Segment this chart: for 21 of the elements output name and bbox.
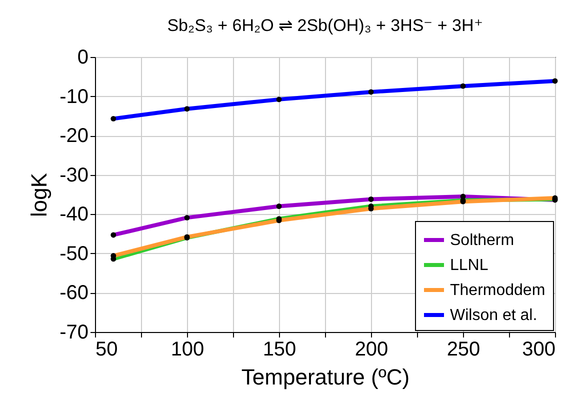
y-tick-label: -60 — [60, 282, 88, 304]
y-tick-label: -10 — [60, 86, 88, 108]
x-tick-label: 300 — [522, 338, 556, 360]
x-tick-label: 200 — [354, 338, 388, 360]
legend-label: Thermoddem — [450, 282, 546, 299]
y-tick-label: 0 — [77, 46, 88, 68]
y-tick-label: -20 — [60, 125, 88, 148]
y-tick-label: -40 — [60, 204, 88, 226]
legend-label: Soltherm — [450, 232, 514, 249]
x-tick-label: 100 — [170, 338, 204, 360]
x-tick-label: 250 — [446, 338, 480, 360]
legend-label: Wilson et al. — [450, 307, 538, 324]
x-axis-title: Temperature (ºC) — [241, 364, 410, 390]
y-tick-label: -70 — [60, 322, 88, 344]
x-tick-label: 50 — [96, 338, 118, 360]
y-tick-label: -50 — [60, 242, 88, 265]
x-tick-label: 150 — [262, 338, 296, 360]
chart-title: Sb₂S₃ + 6H₂O ⇌ 2Sb(OH)₃ + 3HS⁻ + 3H⁺ — [167, 16, 483, 35]
legend-label: LLNL — [450, 257, 488, 274]
y-tick-label: -30 — [60, 164, 88, 186]
y-axis-title: logK — [26, 172, 52, 218]
